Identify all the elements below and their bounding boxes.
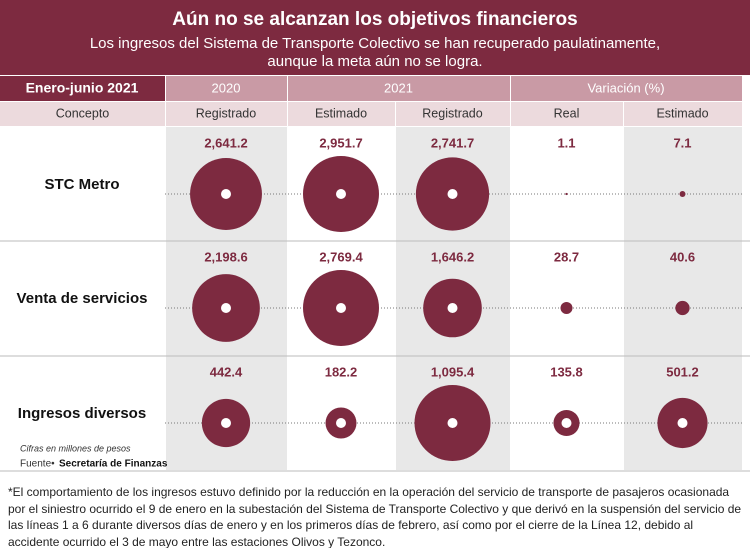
bubble-center	[447, 189, 458, 199]
bubble-center	[221, 418, 231, 428]
title-band	[0, 0, 750, 75]
value-label: 1,095.4	[431, 364, 475, 379]
header-cell	[288, 102, 395, 126]
bubble	[675, 300, 690, 316]
column-label: Registrado	[422, 106, 482, 120]
bubble-center	[221, 189, 231, 199]
value-label: 2,769.4	[319, 249, 363, 264]
header-cell	[624, 102, 742, 126]
header-cell	[511, 102, 623, 126]
source: Secretaría de Finanzas	[59, 459, 168, 470]
value-label: 2,741.7	[431, 135, 474, 150]
column-label: Estimado	[315, 106, 367, 120]
bubble-center	[561, 418, 572, 428]
units-note: Cifras en millones de pesos	[20, 443, 131, 453]
column-label: Real	[554, 106, 580, 120]
value-label: 28.7	[554, 249, 579, 264]
bubble-center	[336, 303, 346, 313]
bubble-center	[336, 418, 346, 428]
group-label: 2021	[384, 80, 413, 95]
group-label: 2020	[212, 80, 241, 95]
header-cell	[0, 76, 165, 101]
column-label: Estimado	[656, 106, 708, 120]
value-label: 2,641.2	[204, 135, 247, 150]
bubble	[679, 191, 686, 197]
subtitle: aunque la meta aún no se logra.	[267, 53, 482, 70]
value-label: 135.8	[550, 364, 583, 379]
bubble-center	[221, 303, 231, 313]
value-label: 442.4	[210, 364, 243, 379]
concept: STC Metro	[45, 176, 120, 193]
concept: Ingresos diversos	[18, 405, 146, 422]
header-cell	[166, 76, 287, 101]
title: Aún no se alcanzan los objetivos financi…	[172, 9, 577, 30]
value-label: 2,951.7	[319, 135, 362, 150]
period: Enero-junio 2021	[26, 80, 139, 96]
value-label: 7.1	[673, 135, 691, 150]
group-label: Variación (%)	[587, 80, 664, 95]
value-label: 501.2	[666, 364, 699, 379]
value-label: 2,198.6	[204, 249, 247, 264]
subtitle: Los ingresos del Sistema de Transporte C…	[90, 35, 660, 52]
value-label: 40.6	[670, 249, 695, 264]
header-cell	[0, 102, 165, 126]
bubble-center	[336, 189, 346, 199]
header-cell	[511, 76, 742, 101]
value-label: 1.1	[557, 135, 575, 150]
value-label: 182.2	[325, 364, 358, 379]
header-cell	[166, 102, 287, 126]
column-label: Concepto	[56, 106, 110, 120]
footnote: *El comportamiento de los ingresos estuv…	[8, 485, 742, 548]
header-cell	[288, 76, 510, 101]
bubble	[565, 192, 568, 196]
bubble	[560, 301, 573, 315]
header-cell	[396, 102, 510, 126]
bubble-center	[677, 418, 688, 428]
concept: Venta de servicios	[17, 290, 148, 307]
bubble-center	[447, 303, 458, 313]
bubble-center	[447, 418, 458, 428]
chart: Aún no se alcanzan los objetivos financi…	[0, 0, 750, 472]
value-label: 1,646.2	[431, 249, 474, 264]
source-label: Fuente•	[20, 459, 55, 470]
column-label: Registrado	[196, 106, 256, 120]
